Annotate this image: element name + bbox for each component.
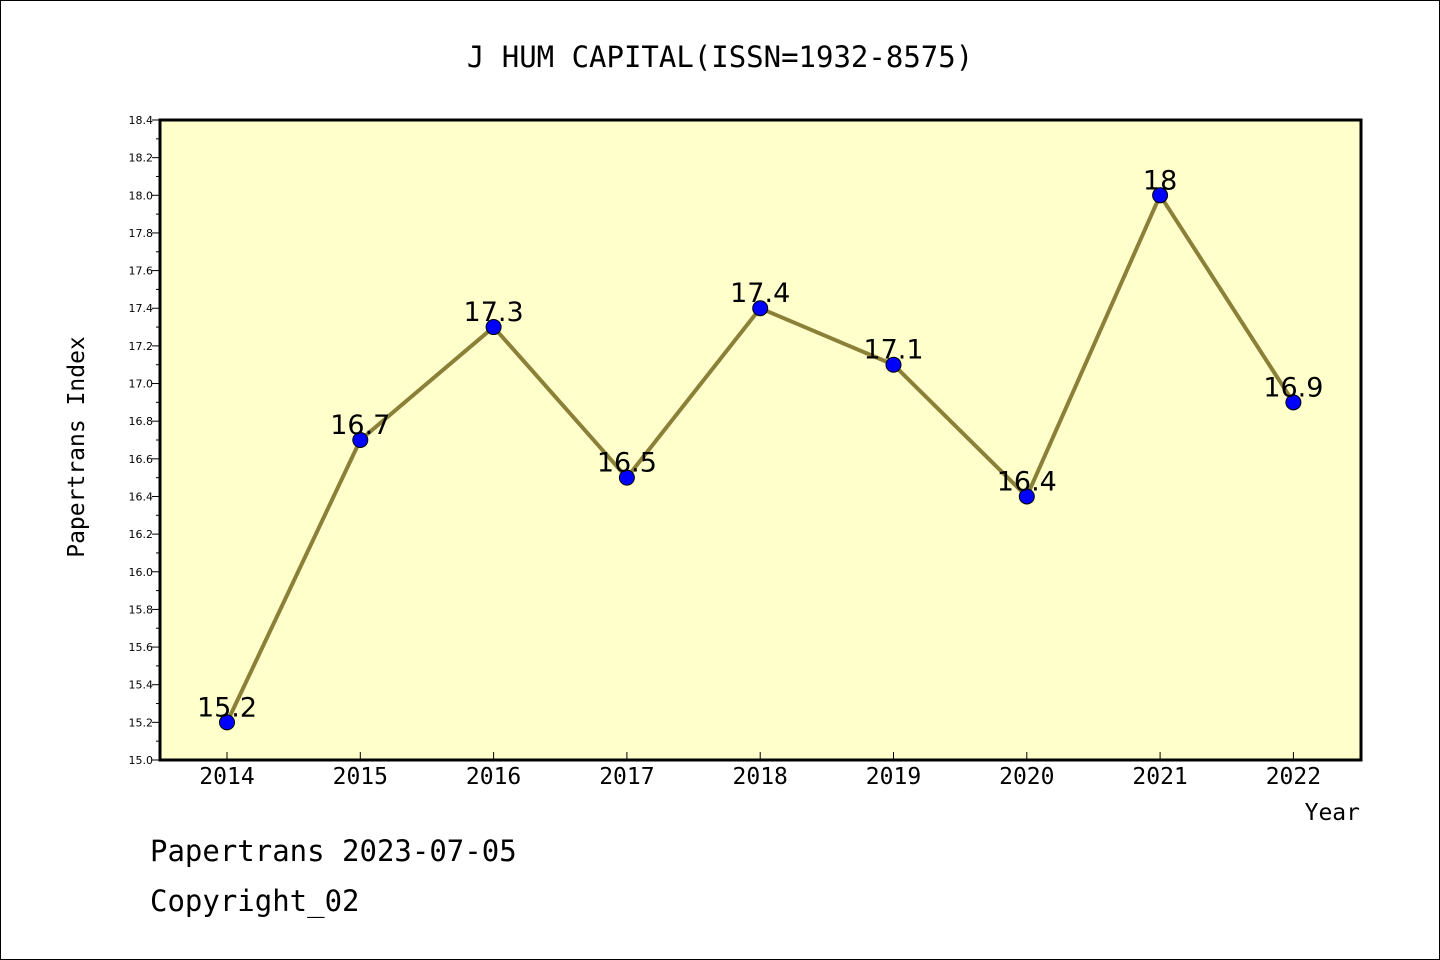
y-tick-label: 17.6 (129, 265, 154, 278)
data-label: 16.7 (330, 410, 390, 441)
data-label: 17.3 (464, 297, 524, 328)
data-point (885, 356, 902, 373)
y-axis-label: Papertrans Index (64, 336, 90, 558)
x-tick-label: 2019 (866, 764, 921, 790)
data-label: 15.2 (197, 692, 257, 723)
chart-title: J HUM CAPITAL(ISSN=1932-8575) (467, 40, 973, 74)
data-label: 16.4 (997, 466, 1057, 497)
y-tick-label: 16.0 (129, 566, 154, 579)
y-tick-label: 18.2 (129, 152, 154, 165)
x-tick-label: 2021 (1132, 764, 1187, 790)
y-tick-label: 16.6 (129, 453, 154, 466)
data-point (1285, 394, 1302, 411)
plot-border (158, 118, 1363, 762)
y-tick-label: 15.2 (129, 716, 154, 729)
data-point (352, 432, 369, 448)
data-label: 17.1 (863, 335, 923, 366)
series-layer: 15.2 16.7 17.3 16.5 17.4 17.1 16.4 18 16.9 (197, 165, 1323, 731)
x-tick-label: 2022 (1266, 764, 1321, 790)
x-tick-label: 2020 (999, 764, 1054, 790)
y-tick-label: 16.2 (129, 528, 154, 541)
y-tick-label: 17.0 (129, 378, 154, 391)
data-label: 16.5 (597, 448, 657, 479)
y-tick-label: 18.0 (129, 189, 154, 202)
data-point (618, 469, 635, 486)
y-tick-label: 15.4 (129, 679, 154, 692)
data-label: 16.9 (1263, 372, 1323, 403)
data-label: 17.4 (730, 278, 790, 309)
footer-date: Papertrans 2023-07-05 (150, 834, 517, 868)
data-point (219, 714, 235, 731)
y-tick-label: 17.2 (129, 340, 154, 353)
data-label: 18 (1143, 165, 1177, 196)
y-tick-label: 16.4 (129, 490, 154, 503)
y-tick-label: 18.4 (129, 114, 154, 127)
footer-copyright: Copyright_02 (150, 884, 360, 918)
data-point (1018, 488, 1035, 505)
x-tick-label: 2015 (333, 764, 388, 790)
x-axis-label: Year (1305, 800, 1360, 826)
x-tick-label: 2014 (199, 764, 254, 790)
data-point (752, 300, 769, 317)
x-tick-label: 2017 (599, 764, 654, 790)
x-tick-label: 2016 (466, 764, 521, 790)
y-axis: 15.0 15.2 15.4 15.6 15.8 16.0 16.2 16.4 16.6 16.8… (129, 114, 160, 767)
data-point (485, 319, 502, 336)
y-tick-label: 17.8 (129, 227, 154, 240)
x-tick-label: 2018 (733, 764, 788, 790)
data-point (1152, 187, 1169, 204)
y-tick-label: 17.4 (129, 302, 154, 315)
y-tick-label: 15.6 (129, 641, 154, 654)
y-tick-label: 15.8 (129, 603, 154, 616)
y-tick-label: 16.8 (129, 415, 154, 428)
y-tick-label: 15.0 (129, 754, 154, 767)
x-axis: 2014 2015 2016 2017 2018 2019 2020 2021 2022 (199, 752, 1321, 790)
